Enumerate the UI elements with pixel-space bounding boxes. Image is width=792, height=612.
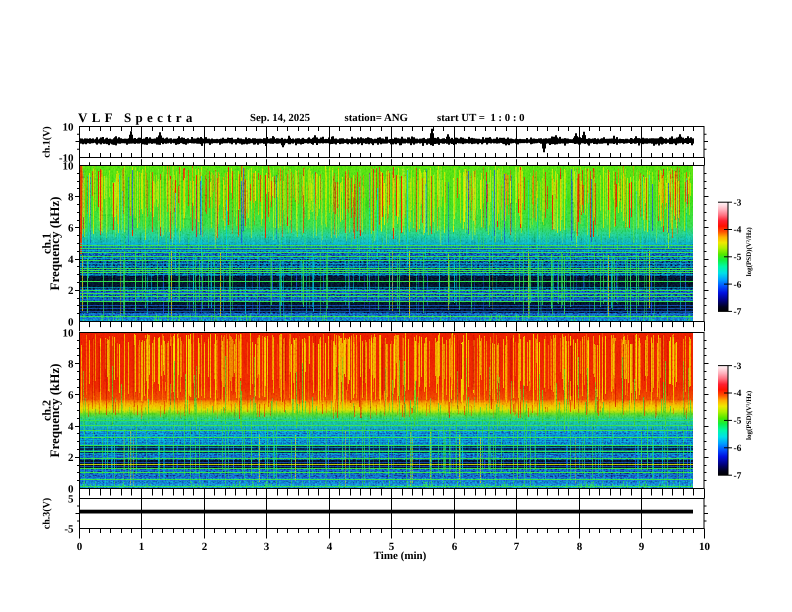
svg-text:log(PSD)(V²/Hz): log(PSD)(V²/Hz)	[745, 390, 753, 440]
svg-text:-3: -3	[734, 198, 742, 208]
svg-text:10: 10	[699, 541, 711, 553]
svg-text:log(PSD)(V²/Hz): log(PSD)(V²/Hz)	[745, 227, 753, 277]
svg-text:ch.3(V): ch.3(V)	[42, 498, 53, 529]
svg-text:5: 5	[68, 493, 74, 505]
svg-text:4: 4	[327, 541, 333, 553]
svg-text:7: 7	[514, 541, 520, 553]
svg-text:-5: -5	[734, 417, 742, 427]
svg-text:3: 3	[264, 541, 270, 553]
svg-text:Frequency (kHz): Frequency (kHz)	[47, 197, 62, 291]
svg-text:station= ANG: station= ANG	[345, 112, 409, 124]
svg-text:0: 0	[68, 316, 74, 328]
svg-text:-3: -3	[734, 362, 742, 372]
svg-text:6: 6	[68, 223, 74, 235]
svg-text:2: 2	[202, 541, 208, 553]
svg-text:10: 10	[63, 327, 75, 339]
svg-text:9: 9	[639, 541, 645, 553]
svg-text:10: 10	[63, 121, 75, 133]
svg-text:5: 5	[389, 541, 395, 553]
svg-text:-4: -4	[734, 226, 742, 236]
svg-text:2: 2	[68, 285, 74, 297]
svg-text:8: 8	[577, 541, 583, 553]
svg-text:-10: -10	[59, 152, 74, 164]
svg-text:10: 10	[63, 160, 75, 172]
svg-text:start UT = 1 : 0 : 0: start UT = 1 : 0 : 0	[437, 112, 525, 124]
svg-text:6: 6	[68, 390, 74, 402]
svg-text:0: 0	[68, 483, 74, 495]
svg-text:4: 4	[68, 254, 74, 266]
svg-text:Time (min): Time (min)	[374, 550, 427, 562]
svg-text:VLF Spectra: VLF Spectra	[78, 110, 197, 125]
svg-text:ch.1(V): ch.1(V)	[42, 126, 53, 157]
svg-text:Frequency (kHz): Frequency (kHz)	[47, 364, 62, 458]
svg-text:8: 8	[68, 359, 74, 371]
svg-text:-6: -6	[734, 444, 742, 454]
svg-text:ch.2: ch.2	[40, 400, 54, 421]
svg-text:4: 4	[68, 421, 74, 433]
svg-text:8: 8	[68, 192, 74, 204]
svg-text:ch.1: ch.1	[40, 233, 54, 254]
svg-text:6: 6	[452, 541, 458, 553]
svg-text:-6: -6	[734, 280, 742, 290]
svg-text:-7: -7	[734, 471, 742, 481]
svg-text:1: 1	[139, 541, 145, 553]
svg-text:-5: -5	[64, 523, 74, 535]
svg-text:-7: -7	[734, 308, 742, 318]
svg-text:-4: -4	[734, 389, 742, 399]
svg-text:0: 0	[77, 541, 83, 553]
svg-text:Sep. 14, 2025: Sep. 14, 2025	[250, 112, 310, 124]
svg-text:-5: -5	[734, 253, 742, 263]
svg-text:2: 2	[68, 452, 74, 464]
